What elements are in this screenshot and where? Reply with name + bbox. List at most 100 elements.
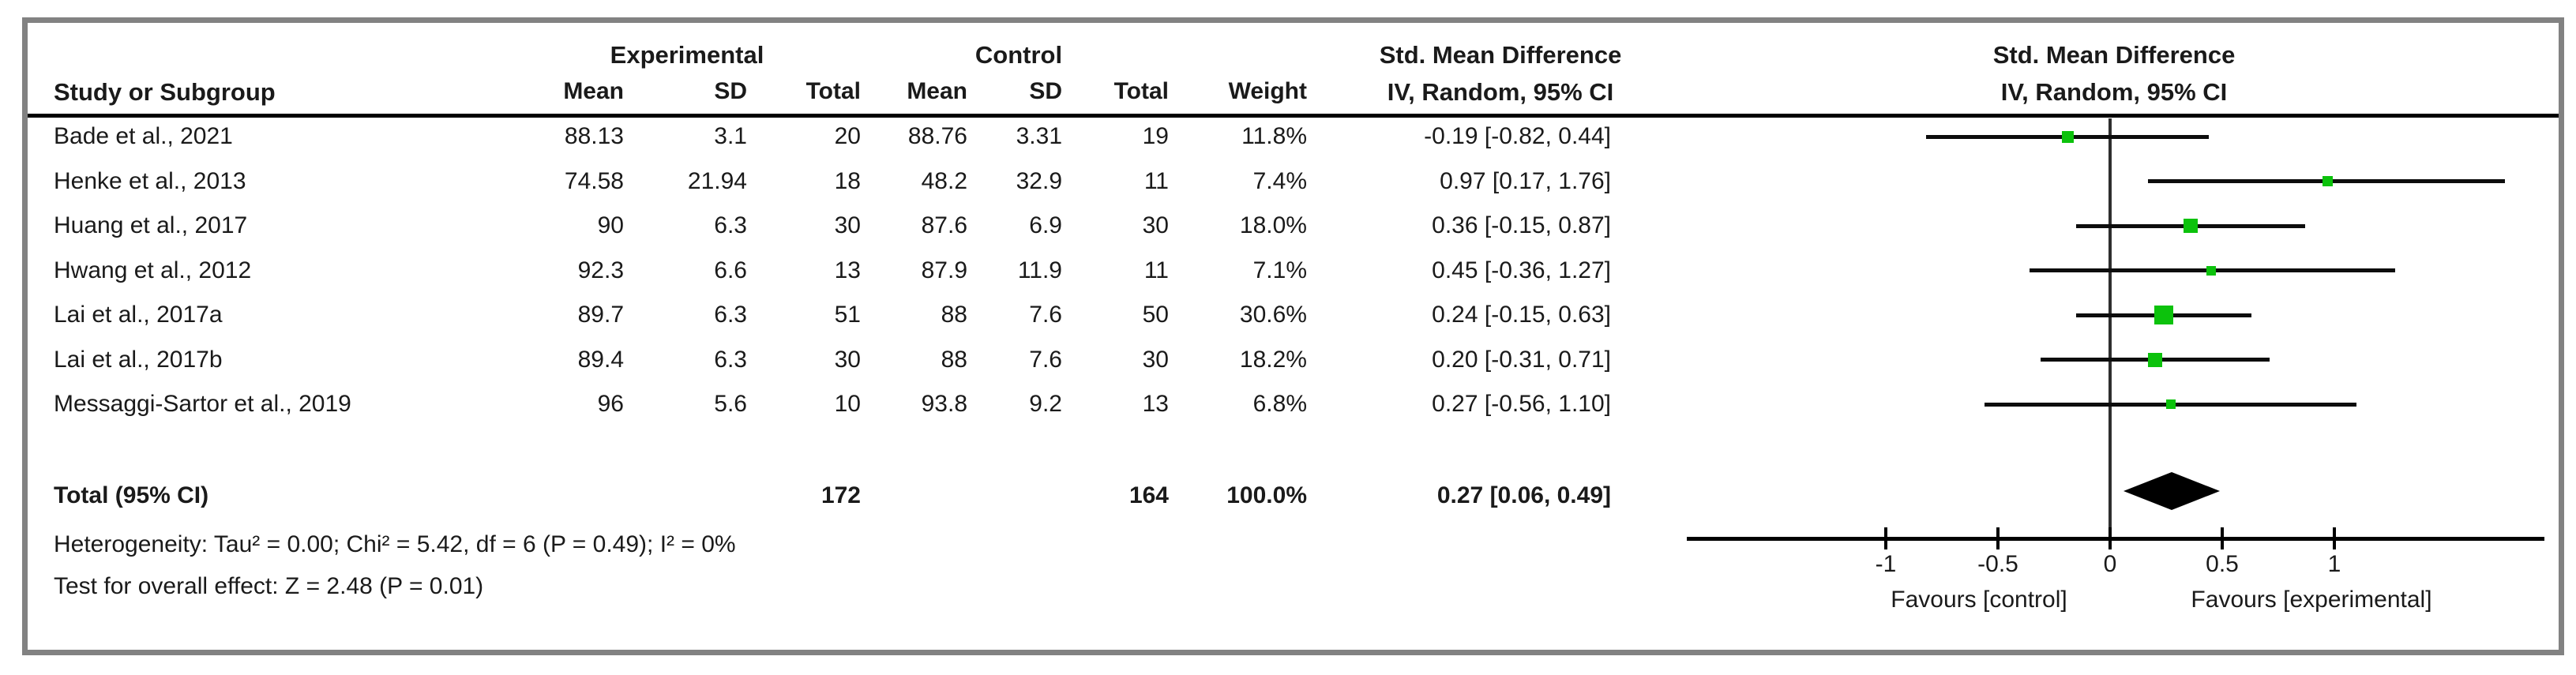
axis-tick: [1884, 527, 1887, 549]
axis-tick: [2108, 527, 2112, 549]
cell-c_mean: 87.9: [921, 257, 967, 283]
effect-size-square: [2184, 219, 2198, 233]
effect-size-square: [2148, 353, 2162, 367]
total-weight: 100.0%: [1226, 482, 1307, 508]
total-ctrl-total: 164: [1128, 482, 1169, 508]
column-header-exp-sd: SD: [714, 78, 747, 104]
zero-effect-line: [2108, 118, 2112, 538]
smd-column-header-line2: IV, Random, 95% CI: [1387, 78, 1614, 106]
overall-effect-text: Test for overall effect: Z = 2.48 (P = 0…: [54, 573, 484, 599]
cell-e_sd: 6.3: [714, 347, 747, 373]
cell-weight: 6.8%: [1252, 391, 1307, 417]
cell-c_mean: 88: [941, 347, 967, 373]
column-header-weight: Weight: [1228, 78, 1307, 104]
cell-e_sd: 6.6: [714, 257, 747, 283]
favours-left-label: Favours [control]: [1891, 587, 2067, 613]
cell-ci: 0.27 [-0.56, 1.10]: [1432, 391, 1611, 417]
cell-c_mean: 87.6: [921, 212, 967, 238]
cell-e_total: 20: [834, 123, 861, 149]
cell-e_total: 18: [834, 168, 861, 194]
cell-c_total: 50: [1142, 302, 1169, 328]
header-separator-line: [28, 114, 2559, 118]
cell-e_sd: 6.3: [714, 302, 747, 328]
cell-c_mean: 88: [941, 302, 967, 328]
cell-c_total: 19: [1142, 123, 1169, 149]
cell-c_mean: 88.76: [907, 123, 967, 149]
smd-column-header-line1: Std. Mean Difference: [1379, 41, 1622, 69]
study-name: Bade et al., 2021: [54, 123, 233, 149]
axis-tick: [2221, 527, 2224, 549]
cell-weight: 7.4%: [1252, 168, 1307, 194]
cell-c_sd: 11.9: [1017, 257, 1062, 283]
study-name: Messaggi-Sartor et al., 2019: [54, 391, 351, 417]
column-header-ctrl-total: Total: [1113, 78, 1169, 104]
total-ci-text: 0.27 [0.06, 0.49]: [1436, 482, 1611, 508]
cell-c_total: 30: [1142, 212, 1169, 238]
cell-e_mean: 74.58: [564, 168, 624, 194]
x-axis-line: [1687, 537, 2544, 541]
axis-tick-label: 1: [2327, 551, 2341, 577]
cell-ci: -0.19 [-0.82, 0.44]: [1424, 123, 1611, 149]
favours-right-label: Favours [experimental]: [2191, 587, 2432, 613]
cell-e_sd: 5.6: [714, 391, 747, 417]
axis-tick-label: -1: [1875, 551, 1897, 577]
effect-size-square: [2062, 131, 2074, 143]
cell-ci: 0.45 [-0.36, 1.27]: [1432, 257, 1611, 283]
study-name: Lai et al., 2017a: [54, 302, 223, 328]
cell-e_total: 30: [834, 347, 861, 373]
cell-e_sd: 21.94: [687, 168, 747, 194]
cell-e_mean: 92.3: [577, 257, 624, 283]
cell-c_total: 13: [1142, 391, 1169, 417]
plot-header-line1: Std. Mean Difference: [1992, 41, 2236, 69]
cell-e_mean: 90: [597, 212, 624, 238]
cell-c_sd: 6.9: [1029, 212, 1062, 238]
cell-c_total: 11: [1143, 168, 1169, 194]
effect-size-square: [2323, 176, 2333, 186]
group-header-control: Control: [974, 41, 1063, 69]
cell-c_sd: 3.31: [1016, 123, 1062, 149]
cell-c_sd: 7.6: [1029, 347, 1062, 373]
cell-e_total: 13: [834, 257, 861, 283]
cell-ci: 0.24 [-0.15, 0.63]: [1432, 302, 1611, 328]
axis-tick-label: 0: [2103, 551, 2117, 577]
column-header-exp-mean: Mean: [563, 78, 624, 104]
cell-c_sd: 32.9: [1016, 168, 1062, 194]
study-name: Huang et al., 2017: [54, 212, 248, 238]
column-header-ctrl-mean: Mean: [907, 78, 967, 104]
cell-weight: 30.6%: [1239, 302, 1307, 328]
axis-tick-label: -0.5: [1977, 551, 2018, 577]
cell-e_sd: 3.1: [714, 123, 747, 149]
cell-ci: 0.97 [0.17, 1.76]: [1440, 168, 1611, 194]
cell-weight: 18.2%: [1239, 347, 1307, 373]
axis-tick: [1996, 527, 2000, 549]
axis-tick-label: 0.5: [2206, 551, 2239, 577]
cell-e_total: 10: [834, 391, 861, 417]
cell-ci: 0.36 [-0.15, 0.87]: [1432, 212, 1611, 238]
axis-tick: [2333, 527, 2336, 549]
study-name: Henke et al., 2013: [54, 168, 246, 194]
cell-weight: 7.1%: [1252, 257, 1307, 283]
group-header-experimental: Experimental: [610, 41, 764, 69]
column-header-study: Study or Subgroup: [54, 78, 276, 106]
column-header-ctrl-sd: SD: [1029, 78, 1062, 104]
effect-size-square: [2206, 266, 2216, 276]
study-name: Hwang et al., 2012: [54, 257, 252, 283]
cell-ci: 0.20 [-0.31, 0.71]: [1432, 347, 1611, 373]
cell-c_total: 30: [1142, 347, 1169, 373]
cell-e_mean: 89.4: [577, 347, 624, 373]
cell-c_total: 11: [1143, 257, 1169, 283]
cell-e_mean: 89.7: [577, 302, 624, 328]
figure-frame: [22, 17, 2564, 655]
cell-c_sd: 9.2: [1029, 391, 1062, 417]
cell-e_total: 30: [834, 212, 861, 238]
plot-header-line2: IV, Random, 95% CI: [2000, 78, 2228, 106]
cell-e_mean: 88.13: [564, 123, 624, 149]
total-exp-total: 172: [820, 482, 861, 508]
effect-size-square: [2154, 306, 2173, 324]
heterogeneity-text: Heterogeneity: Tau² = 0.00; Chi² = 5.42,…: [54, 531, 736, 557]
cell-weight: 11.8%: [1241, 123, 1307, 149]
effect-size-square: [2166, 399, 2176, 409]
column-header-exp-total: Total: [805, 78, 861, 104]
cell-e_total: 51: [834, 302, 861, 328]
